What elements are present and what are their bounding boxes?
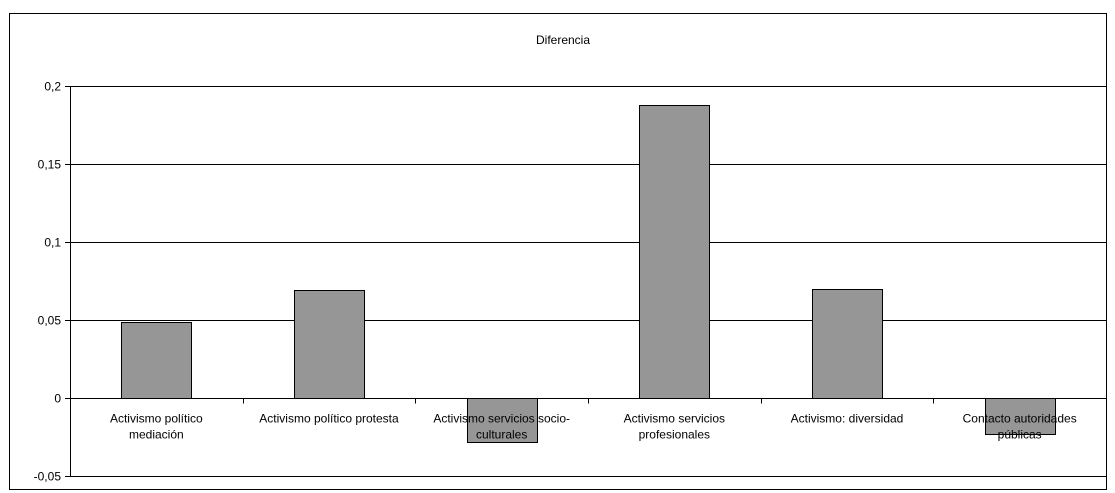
x-tick-label: Activismo servicios socio-	[433, 412, 570, 426]
x-tick-label: Activismo político	[110, 412, 203, 426]
chart-frame	[9, 13, 1107, 490]
x-tick-label: culturales	[476, 428, 527, 442]
y-tick-label: 0,2	[44, 80, 61, 94]
y-tick-label: 0,15	[38, 158, 62, 172]
y-tick-label: 0,05	[38, 314, 62, 328]
chart-title: Diferencia	[536, 33, 590, 47]
y-axis-ticks: 0,2 0,15 0,1 0,05 0 -0,05	[34, 80, 62, 484]
x-tick-label: Activismo político protesta	[259, 412, 399, 426]
bars	[121, 105, 1056, 443]
y-tick-label: -0,05	[34, 470, 62, 484]
x-tick-label: Activismo: diversidad	[791, 412, 904, 426]
y-tick-label: 0,1	[44, 236, 61, 250]
bar	[812, 289, 883, 399]
gridlines	[70, 86, 1106, 477]
x-tick-label: profesionales	[639, 428, 710, 442]
bar	[639, 105, 710, 399]
bar	[294, 290, 365, 399]
x-tick-label: Activismo servicios	[624, 412, 725, 426]
axes	[65, 86, 1107, 477]
bar	[121, 322, 192, 399]
y-tick-label: 0	[54, 392, 61, 406]
x-tick-label: públicas	[998, 428, 1042, 442]
bar	[985, 398, 1056, 435]
x-axis-labels: Activismo político mediación Activismo pol…	[110, 412, 1077, 442]
x-tick-label: Contacto autoridades	[963, 412, 1077, 426]
x-tick-label: mediación	[129, 428, 184, 442]
